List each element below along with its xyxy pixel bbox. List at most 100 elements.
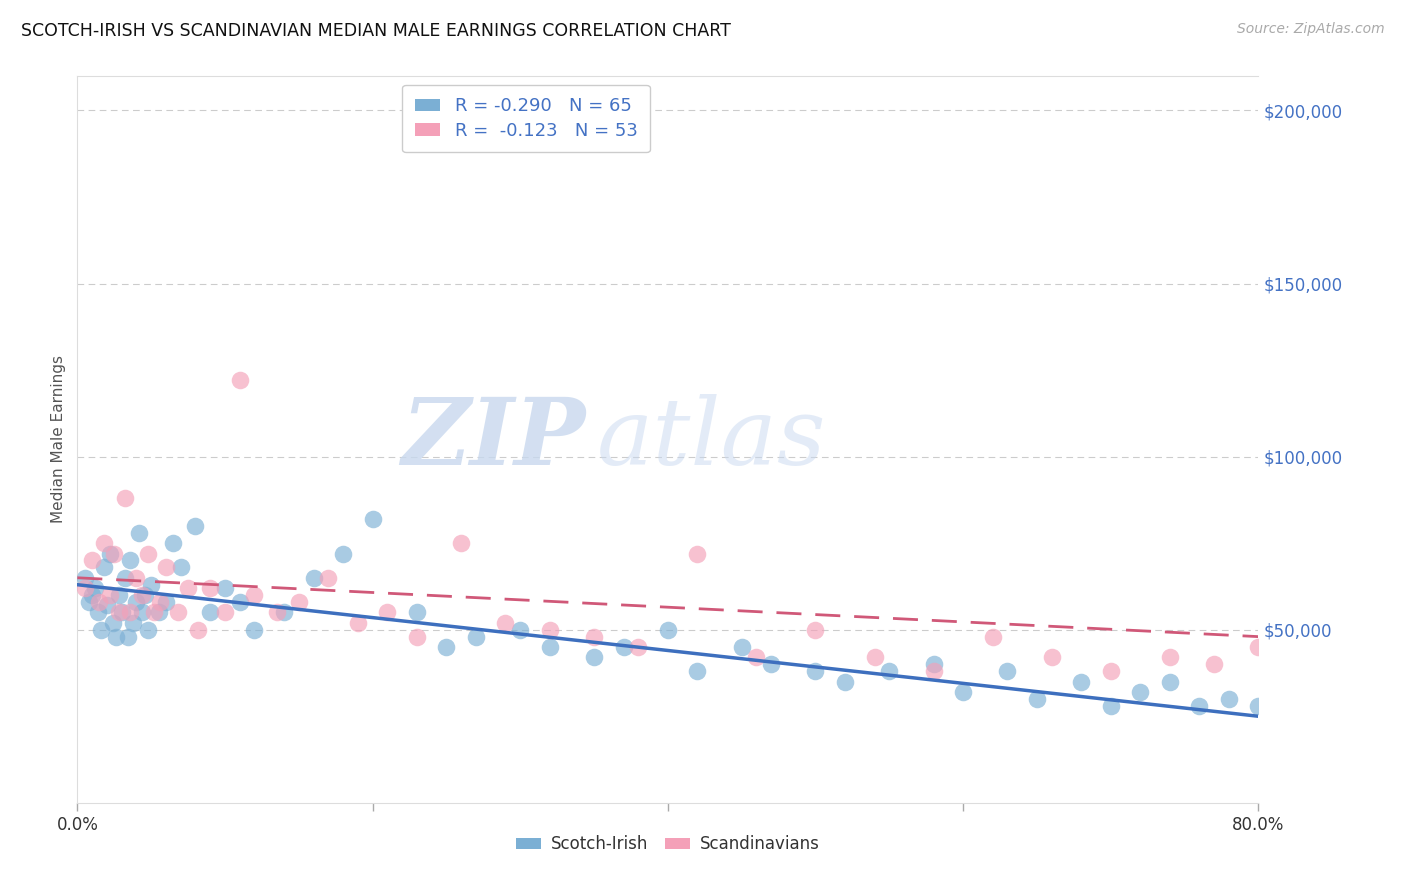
Point [228, 374, 252, 388]
Point [125, 595, 148, 609]
Text: Source: ZipAtlas.com: Source: ZipAtlas.com [1237, 22, 1385, 37]
Point [111, 606, 132, 620]
Point [1026, 692, 1049, 706]
Point [1322, 720, 1344, 734]
Point [377, 606, 399, 620]
Point [1159, 674, 1181, 689]
Point [1099, 698, 1122, 713]
Point [922, 665, 945, 679]
Point [149, 595, 172, 609]
Point [879, 665, 901, 679]
Point [332, 547, 354, 561]
Point [804, 665, 827, 679]
Point [84, 581, 107, 595]
Point [1040, 650, 1063, 665]
Point [613, 640, 636, 654]
Point [89, 595, 111, 609]
Point [922, 657, 945, 672]
Point [1372, 681, 1395, 696]
Point [1129, 685, 1152, 699]
Y-axis label: Median Male Earnings: Median Male Earnings [51, 355, 66, 524]
Point [114, 571, 136, 585]
Point [162, 536, 184, 550]
Point [107, 588, 129, 602]
Point [170, 560, 193, 574]
Point [93, 536, 115, 550]
Point [318, 571, 340, 585]
Point [82, 553, 104, 567]
Point [148, 606, 170, 620]
Point [273, 606, 295, 620]
Point [1218, 692, 1240, 706]
Point [627, 640, 650, 654]
Point [361, 512, 384, 526]
Point [214, 606, 236, 620]
Point [134, 588, 156, 602]
Point [406, 606, 429, 620]
Point [731, 640, 754, 654]
Text: SCOTCH-IRISH VS SCANDINAVIAN MEDIAN MALE EARNINGS CORRELATION CHART: SCOTCH-IRISH VS SCANDINAVIAN MEDIAN MALE… [21, 22, 731, 40]
Point [538, 623, 561, 637]
Point [1402, 685, 1406, 699]
Point [1070, 674, 1092, 689]
Point [1247, 698, 1270, 713]
Point [214, 581, 236, 595]
Text: atlas: atlas [598, 394, 827, 484]
Point [101, 615, 124, 630]
Point [464, 630, 488, 644]
Point [120, 553, 142, 567]
Point [583, 650, 606, 665]
Point [166, 606, 188, 620]
Point [143, 606, 166, 620]
Point [93, 560, 115, 574]
Point [177, 581, 200, 595]
Point [131, 588, 153, 602]
Point [1358, 674, 1381, 689]
Text: ZIP: ZIP [401, 394, 585, 484]
Point [981, 630, 1004, 644]
Point [495, 615, 517, 630]
Point [1099, 665, 1122, 679]
Point [538, 640, 561, 654]
Point [155, 595, 177, 609]
Point [87, 606, 110, 620]
Point [136, 547, 159, 561]
Point [346, 615, 368, 630]
Point [436, 640, 458, 654]
Point [509, 623, 531, 637]
Point [302, 571, 325, 585]
Point [98, 588, 121, 602]
Point [1336, 671, 1358, 685]
Point [997, 665, 1019, 679]
Point [82, 588, 104, 602]
Point [90, 623, 112, 637]
Point [128, 525, 150, 540]
Point [686, 665, 709, 679]
Point [228, 595, 252, 609]
Point [1159, 650, 1181, 665]
Point [155, 560, 177, 574]
Point [1188, 698, 1211, 713]
Point [745, 650, 768, 665]
Point [657, 623, 679, 637]
Point [200, 581, 222, 595]
Point [1350, 726, 1372, 740]
Point [761, 657, 783, 672]
Point [104, 630, 127, 644]
Point [1277, 657, 1299, 672]
Point [77, 595, 100, 609]
Point [1388, 674, 1406, 689]
Point [1247, 640, 1270, 654]
Point [243, 588, 266, 602]
Point [107, 606, 129, 620]
Point [288, 595, 311, 609]
Point [1204, 657, 1226, 672]
Point [952, 685, 974, 699]
Point [73, 581, 96, 595]
Point [117, 630, 139, 644]
Point [1306, 665, 1329, 679]
Point [583, 630, 606, 644]
Point [863, 650, 886, 665]
Point [804, 623, 827, 637]
Point [406, 630, 429, 644]
